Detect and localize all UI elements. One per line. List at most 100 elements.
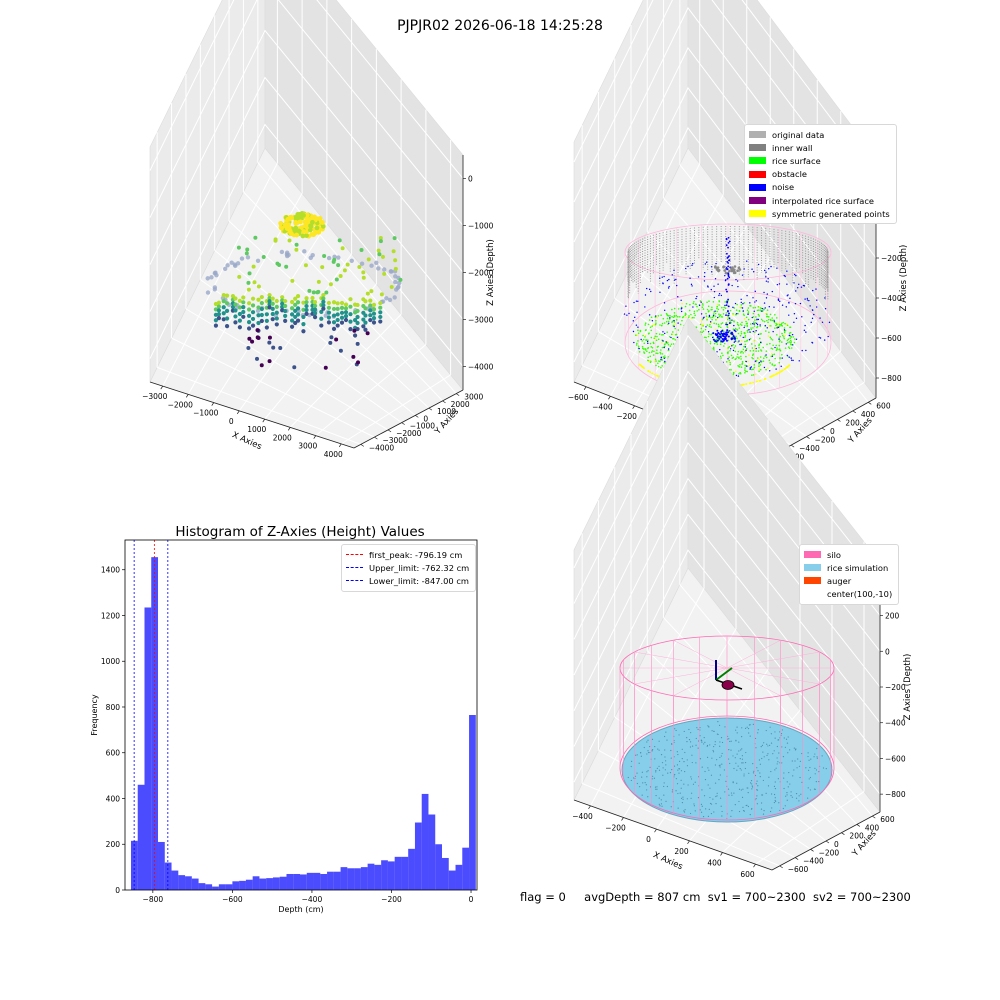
noise-point [771, 355, 774, 358]
rice-sim-point [684, 751, 686, 754]
rice-sim-point [762, 751, 764, 753]
data-point [280, 304, 285, 310]
noise-point [717, 356, 720, 358]
noise-point [735, 278, 737, 281]
noise-point [705, 355, 707, 357]
noise-point [716, 333, 719, 336]
rice-surface-point [765, 330, 767, 332]
data-point [335, 301, 340, 306]
rice-sim-point [771, 807, 773, 809]
rice-surface-point [775, 317, 778, 319]
data-point [280, 228, 286, 234]
data-point [283, 318, 288, 323]
rice-surface-point [697, 336, 700, 339]
rice-surface-point [726, 317, 729, 319]
histogram-bar [387, 861, 395, 890]
noise-point [732, 334, 735, 337]
rice-surface-point [684, 336, 687, 339]
rice-surface-point [712, 301, 715, 303]
rice-surface-point [689, 330, 691, 333]
rice-surface-point [699, 323, 702, 326]
x-tick [160, 385, 164, 390]
rice-surface-point [741, 321, 743, 324]
rice-sim-point [697, 728, 699, 730]
rice-surface-point [671, 359, 674, 362]
noise-point [645, 287, 648, 290]
histogram-bar [333, 871, 341, 890]
data-point [315, 290, 320, 295]
rice-sim-point [763, 742, 765, 744]
noise-point [715, 340, 718, 343]
noise-point [677, 322, 679, 324]
rice-sim-point [739, 768, 741, 770]
rice-sim-point [769, 744, 771, 746]
rice-surface-point [661, 324, 663, 327]
data-point [284, 219, 290, 225]
noise-point [729, 373, 731, 375]
rice-surface-point [751, 374, 753, 377]
rice-surface-point [670, 333, 673, 336]
rice-sim-point [726, 775, 728, 777]
legend-item-silo: silo [804, 548, 892, 561]
x-tick [185, 394, 189, 398]
symmetric-point [779, 370, 782, 373]
data-point [244, 251, 249, 256]
rice-surface-point [655, 352, 658, 354]
rice-surface-point [686, 340, 689, 343]
noise-point [816, 299, 818, 301]
rice-sim-point [808, 778, 810, 780]
noise-point [706, 368, 709, 371]
noise-point [749, 331, 751, 333]
rice-sim-point [677, 807, 679, 809]
rice-surface-point [679, 350, 682, 353]
rice-sim-point [763, 810, 765, 812]
rice-surface-point [687, 351, 690, 353]
x-tick-label: 400 [692, 440, 707, 449]
symmetric-point [642, 366, 645, 369]
rice-sim-point [638, 762, 640, 764]
rice-surface-point [706, 362, 708, 365]
data-point [320, 223, 326, 229]
rice-surface-point [689, 368, 691, 370]
rice-surface-point [702, 330, 705, 332]
y-axis-label: Y Axies [846, 415, 875, 446]
rice-surface-point [759, 333, 761, 335]
noise-point [691, 264, 693, 267]
rice-surface-point [719, 339, 721, 341]
rice-surface-point [724, 301, 726, 303]
noise-point [727, 273, 730, 276]
data-point [287, 230, 293, 236]
noise-point [809, 305, 811, 307]
rice-sim-point [740, 789, 742, 791]
symmetric-point [776, 372, 779, 375]
rice-surface-point [762, 308, 765, 311]
grid-line [213, 223, 328, 403]
rice-surface-point [691, 316, 694, 319]
noise-point [719, 348, 721, 351]
sv2-text: sv2 = 700~2300 [812, 890, 911, 904]
symmetric-point [641, 365, 643, 368]
data-point [235, 261, 241, 266]
data-point [283, 313, 288, 319]
data-point [284, 264, 289, 269]
noise-point [719, 336, 722, 339]
data-point [354, 362, 359, 367]
z-axis-label: Z Axies (Depth) [486, 239, 496, 306]
data-point [283, 227, 289, 233]
data-point [213, 301, 219, 307]
y-tick-label: 200 [849, 832, 864, 841]
data-point [271, 345, 276, 350]
symmetric-point [786, 366, 788, 369]
rice-sim-point [667, 772, 669, 774]
rice-sim-point [698, 740, 700, 742]
rice-surface-point [745, 322, 748, 325]
histogram-bar [448, 870, 456, 890]
data-point [326, 320, 332, 325]
silo-roof-line [726, 667, 820, 685]
data-point [241, 295, 246, 300]
data-point [284, 220, 290, 226]
rice-surface-point [655, 322, 657, 324]
x-tick-label: 0 [648, 421, 653, 430]
rice-sim-point [756, 789, 758, 791]
noise-point [745, 360, 747, 363]
